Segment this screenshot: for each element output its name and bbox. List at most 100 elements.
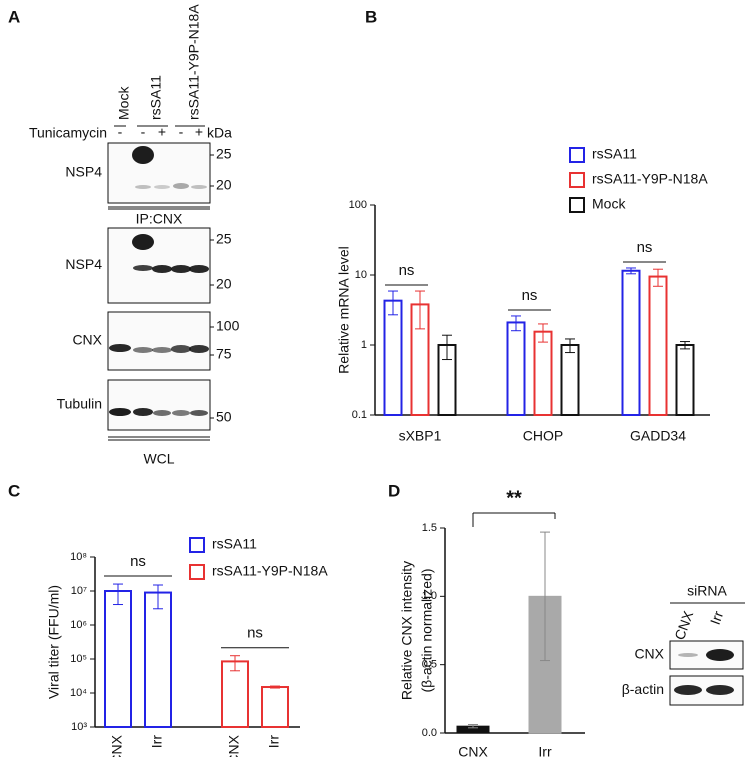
blot	[107, 142, 211, 204]
band	[706, 649, 734, 661]
lane-label: CNX	[671, 608, 696, 642]
band	[189, 345, 209, 353]
panel-label: A	[8, 7, 20, 26]
marker-label: 20	[216, 276, 232, 292]
band	[109, 408, 131, 416]
blot	[107, 379, 211, 431]
x-tick-label: CNX	[109, 734, 125, 757]
legend-label: rsSA11	[212, 536, 257, 552]
legend-label: rsSA11-Y9P-N18A	[592, 171, 708, 187]
band	[152, 265, 172, 273]
x-tick-label: sXBP1	[399, 428, 442, 444]
marker-label: 75	[216, 346, 232, 362]
legend-swatch	[569, 172, 585, 188]
band	[171, 265, 191, 273]
y-tick-label: 0.1	[352, 409, 367, 421]
bar	[383, 299, 403, 416]
marker-label: 25	[216, 231, 232, 247]
legend-swatch	[189, 537, 205, 553]
y-tick-label: 1.5	[422, 522, 437, 534]
y-tick-label: 1	[361, 339, 367, 351]
legend-swatch	[569, 147, 585, 163]
band	[133, 347, 153, 353]
legend-label: Mock	[592, 196, 626, 212]
blot-header: siRNA	[687, 583, 727, 599]
bar	[621, 269, 641, 417]
y-tick-label: 1.0	[422, 590, 437, 602]
band	[153, 410, 171, 416]
blot-label: CNX	[72, 332, 102, 348]
band	[152, 347, 172, 353]
marker-label: 20	[216, 177, 232, 193]
sign: -	[179, 124, 184, 140]
band	[674, 685, 702, 695]
y-tick-label: 10⁷	[71, 585, 87, 597]
wcl-label: WCL	[143, 451, 174, 467]
band	[133, 408, 153, 416]
sign: -	[141, 124, 146, 140]
y-axis-label: Viral titer (FFU/ml)	[46, 585, 62, 699]
band	[132, 146, 154, 164]
bar	[675, 344, 695, 416]
band	[173, 183, 189, 189]
y-tick-label: 10	[355, 269, 367, 281]
x-tick-label: Irr	[266, 735, 282, 749]
marker-label: 50	[216, 409, 232, 425]
sign: -	[118, 124, 123, 140]
y-tick-label: 10⁸	[70, 551, 87, 563]
bar	[261, 686, 289, 728]
annotation: ns	[130, 553, 146, 570]
annotation: ns	[399, 262, 415, 279]
band	[191, 185, 207, 189]
y-axis-label: (β-actin normalized)	[419, 569, 435, 693]
marker-label: 25	[216, 146, 232, 162]
marker-label: 100	[216, 318, 240, 334]
treatment-label: Tunicamycin	[29, 125, 107, 141]
sign: +	[158, 124, 166, 140]
y-tick-label: 0.0	[422, 727, 437, 739]
band	[154, 185, 170, 189]
annotation: **	[506, 487, 522, 509]
y-tick-label: 10³	[71, 721, 87, 733]
band	[132, 234, 154, 250]
kda-label: kDa	[207, 125, 232, 141]
y-tick-label: 100	[349, 199, 367, 211]
x-tick-label: Irr	[149, 735, 165, 749]
legend-label: rsSA11	[592, 146, 637, 162]
x-tick-label: CHOP	[523, 428, 563, 444]
lane-label: rsSA11-Y9P-N18A	[186, 4, 202, 120]
band	[135, 185, 151, 189]
legend-swatch	[569, 197, 585, 213]
x-tick-label: GADD34	[630, 428, 686, 444]
bar	[506, 321, 526, 416]
x-tick-label: Irr	[538, 744, 552, 757]
blot-label: Tubulin	[57, 396, 102, 412]
band	[189, 265, 209, 273]
y-axis-label: Relative mRNA level	[336, 246, 352, 374]
x-tick-label: CNX	[226, 734, 242, 757]
band	[190, 410, 208, 416]
band	[133, 265, 153, 271]
bar	[144, 591, 172, 728]
panel-label: C	[8, 481, 20, 500]
panel-label: D	[388, 481, 400, 500]
band	[171, 345, 191, 353]
bar	[533, 330, 553, 417]
blot-label: β-actin	[622, 681, 664, 697]
blot	[107, 311, 211, 371]
band	[678, 653, 698, 657]
legend-swatch	[189, 564, 205, 580]
blot-label: CNX	[634, 646, 664, 662]
ip-label: IP:CNX	[136, 211, 183, 227]
y-tick-label: 10⁵	[70, 653, 87, 665]
blot-label: NSP4	[65, 164, 102, 180]
y-tick-label: 10⁴	[70, 687, 87, 699]
panel-label: B	[365, 7, 377, 26]
y-tick-label: 0.5	[422, 659, 437, 671]
lane-label: Irr	[707, 609, 727, 627]
y-tick-label: 10⁶	[70, 619, 87, 631]
legend-label: rsSA11-Y9P-N18A	[212, 563, 328, 579]
y-axis-label: Relative CNX intensity	[399, 561, 415, 700]
annotation: ns	[522, 287, 538, 304]
